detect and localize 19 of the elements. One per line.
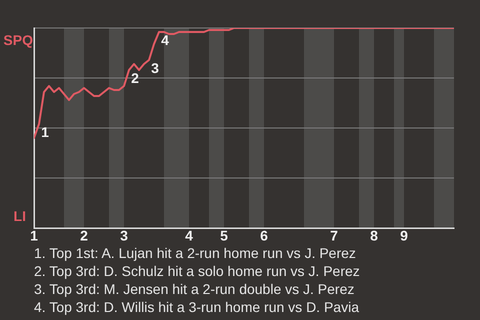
text: SPQ	[3, 32, 34, 48]
text: 1. Top 1st: A. Lujan hit a 2-run home run vs J. Perez	[34, 244, 357, 262]
annotation: 1	[41, 124, 50, 140]
x-tick-label: 1	[30, 227, 38, 244]
x-tick-label: 9	[400, 227, 408, 244]
annotation: 2	[131, 70, 140, 86]
text: 3. Top 3rd: M. Jensen hit a 2-run double vs J. Perez	[34, 280, 356, 298]
text: LI	[14, 208, 26, 224]
text: 2. Top 3rd: D. Schulz hit a solo home run vs J. Perez	[34, 262, 360, 280]
x-tick-label: 2	[80, 227, 88, 244]
x-tick-label: 8	[370, 227, 378, 244]
x-tick-label: 4	[185, 227, 194, 244]
x-tick-label: 5	[220, 227, 228, 244]
annotation: 4	[161, 32, 170, 48]
x-tick-label: 7	[330, 227, 338, 244]
text: 4. Top 3rd: D. Willis hit a 3-run home run vs D. Pavia	[34, 298, 360, 316]
annotation: 3	[151, 60, 160, 76]
x-tick-label: 6	[260, 227, 268, 244]
x-tick-label: 3	[120, 227, 128, 244]
